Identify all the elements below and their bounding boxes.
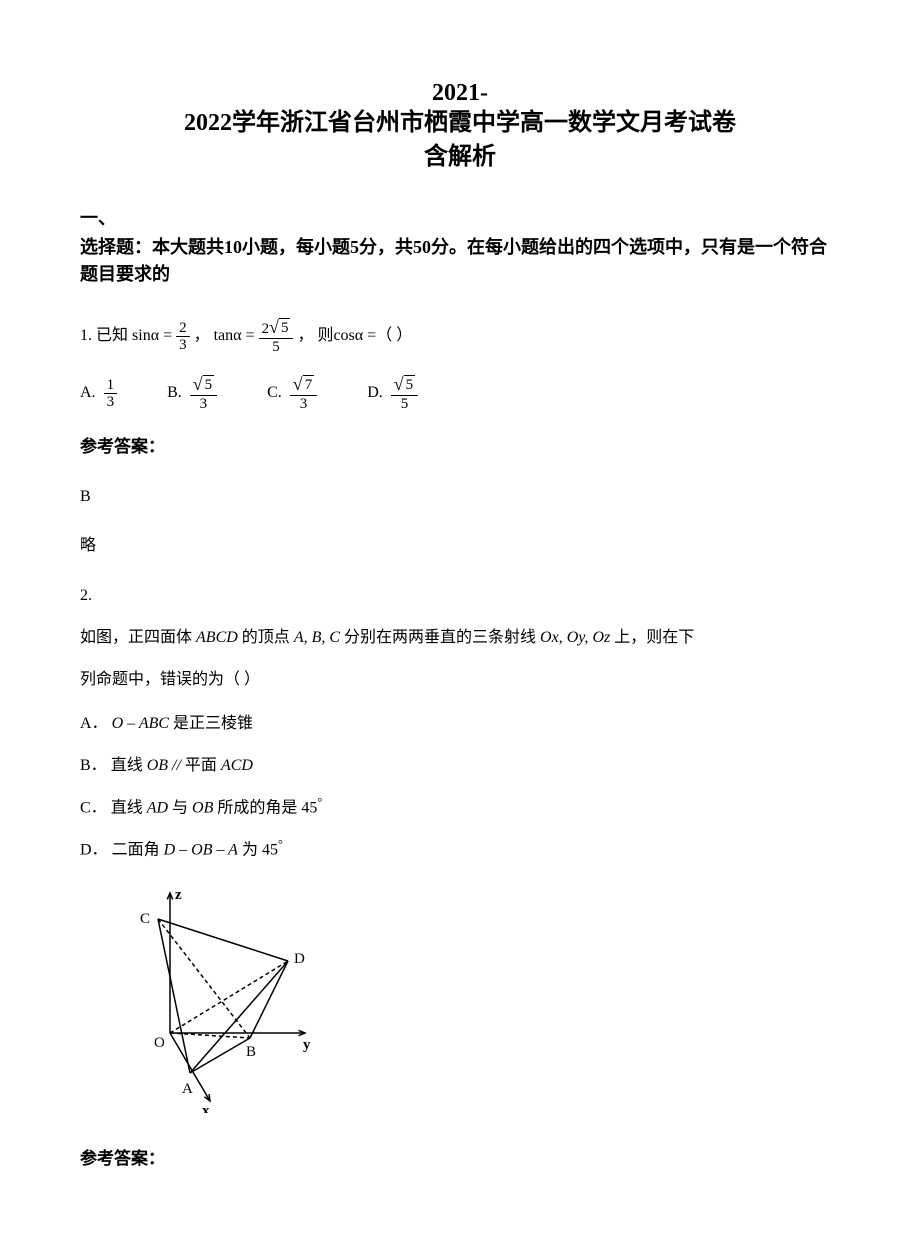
option-math2: OB bbox=[192, 799, 213, 816]
q1-answer-label: 参考答案： bbox=[80, 432, 840, 463]
radicand: 5 bbox=[279, 318, 291, 337]
q1-prefix: 已知 bbox=[96, 322, 128, 351]
question-1: 1. 已知 sinα = 2 3 ， tanα = 2√5 5 ， 则cosα … bbox=[80, 318, 840, 560]
q1-option-b: B. √5 3 bbox=[167, 375, 217, 412]
svg-text:D: D bbox=[294, 951, 305, 967]
frac-den: 3 bbox=[297, 396, 311, 413]
option-angle: 45 bbox=[262, 842, 278, 859]
q1-tan-lhs: tanα = bbox=[214, 322, 255, 351]
section-desc: 选择题：本大题共10小题，每小题5分，共50分。在每小题给出的四个选项中，只有是… bbox=[80, 234, 840, 288]
q1-options: A. 1 3 B. √5 3 C. √7 3 D. √5 5 bbox=[80, 375, 840, 412]
option-math: O – ABC bbox=[112, 715, 169, 732]
title-year: 2021- bbox=[80, 80, 840, 107]
option-text: 所成的角是 bbox=[217, 799, 297, 816]
frac-num: √5 bbox=[190, 375, 217, 396]
svg-text:O: O bbox=[154, 1035, 165, 1051]
option-math: D – OB – A bbox=[164, 842, 238, 859]
svg-text:B: B bbox=[246, 1044, 256, 1060]
sqrt: √5 bbox=[269, 318, 290, 337]
text: 的顶点 bbox=[242, 629, 290, 646]
svg-text:x: x bbox=[202, 1103, 210, 1113]
q2-num: 2. bbox=[80, 580, 840, 612]
q1-tan-frac: 2√5 5 bbox=[259, 318, 294, 355]
frac-num: 1 bbox=[104, 377, 118, 395]
degree-symbol: ° bbox=[317, 795, 322, 809]
option-text: 为 bbox=[242, 842, 258, 859]
diagram-svg: z C D O By Ax bbox=[90, 883, 320, 1113]
svg-text:z: z bbox=[175, 887, 182, 903]
frac-num: √5 bbox=[391, 375, 418, 396]
option-text: 直线 bbox=[111, 757, 143, 774]
q2-option-c: C． 直线 AD 与 OB 所成的角是 45° bbox=[80, 789, 840, 826]
q1-answer-value: B bbox=[80, 483, 840, 512]
text: 分别在两两垂直的三条射线 bbox=[344, 629, 536, 646]
option-frac: √5 5 bbox=[391, 375, 418, 412]
frac-den: 3 bbox=[176, 337, 190, 354]
q2-option-b: B． 直线 OB // 平面 ACD bbox=[80, 748, 840, 783]
q2-stem-line2: 列命题中，错误的为（ ） bbox=[80, 664, 840, 696]
q1-sin-lhs: sinα = bbox=[132, 322, 172, 351]
option-math: OB // bbox=[147, 757, 185, 774]
svg-text:y: y bbox=[303, 1037, 311, 1053]
q1-answer-note: 略 bbox=[80, 532, 840, 561]
q1-mid: ， 则cosα =（ ） bbox=[297, 322, 412, 351]
section-label: 一、 bbox=[80, 204, 840, 230]
q1-option-c: C. √7 3 bbox=[267, 375, 317, 412]
option-label: C. bbox=[267, 379, 282, 408]
option-label: A． bbox=[80, 715, 108, 732]
q2-option-a: A． O – ABC 是正三棱锥 bbox=[80, 706, 840, 741]
option-frac: √7 3 bbox=[290, 375, 317, 412]
svg-text:C: C bbox=[140, 911, 150, 927]
frac-den: 3 bbox=[104, 394, 118, 411]
radicand: 5 bbox=[203, 375, 215, 394]
frac-den: 5 bbox=[269, 339, 283, 356]
q2-options: A． O – ABC 是正三棱锥 B． 直线 OB // 平面 ACD C． 直… bbox=[80, 706, 840, 867]
radicand: 5 bbox=[404, 375, 416, 394]
q2-option-d: D． 二面角 D – OB – A 为 45° bbox=[80, 831, 840, 868]
q1-option-a: A. 1 3 bbox=[80, 377, 117, 411]
option-text: 是正三棱锥 bbox=[173, 715, 253, 732]
q1-stem: 1. 已知 sinα = 2 3 ， tanα = 2√5 5 ， 则cosα … bbox=[80, 318, 840, 355]
option-math2: ACD bbox=[221, 757, 253, 774]
q1-sin-frac: 2 3 bbox=[176, 320, 190, 354]
degree-symbol: ° bbox=[278, 837, 283, 851]
option-text: 与 bbox=[172, 799, 188, 816]
option-text: 二面角 bbox=[112, 842, 160, 859]
option-label: B. bbox=[167, 379, 182, 408]
math-abcd: ABCD bbox=[196, 629, 238, 646]
frac-den: 5 bbox=[398, 396, 412, 413]
option-label: C． bbox=[80, 799, 107, 816]
text: 上，则在下 bbox=[614, 629, 694, 646]
text: 如图，正四面体 bbox=[80, 629, 192, 646]
title-line1: 2022学年浙江省台州市栖霞中学高一数学文月考试卷 bbox=[80, 107, 840, 141]
frac-num: 2 bbox=[176, 320, 190, 338]
q2-answer-label: 参考答案： bbox=[80, 1144, 840, 1175]
option-text: 平面 bbox=[185, 757, 217, 774]
title-line2: 含解析 bbox=[80, 141, 840, 175]
frac-num: 2√5 bbox=[259, 318, 294, 339]
coef: 2 bbox=[262, 321, 270, 337]
option-math: AD bbox=[147, 799, 168, 816]
option-frac: 1 3 bbox=[104, 377, 118, 411]
math-abc: A, B, C bbox=[294, 629, 340, 646]
option-label: B． bbox=[80, 757, 107, 774]
option-text: 直线 bbox=[111, 799, 143, 816]
question-2: 2. 如图，正四面体 ABCD 的顶点 A, B, C 分别在两两垂直的三条射线… bbox=[80, 580, 840, 1174]
option-angle: 45 bbox=[301, 799, 317, 816]
option-label: D. bbox=[367, 379, 383, 408]
q2-stem-line1: 如图，正四面体 ABCD 的顶点 A, B, C 分别在两两垂直的三条射线 Ox… bbox=[80, 622, 840, 654]
option-label: A. bbox=[80, 379, 96, 408]
option-label: D． bbox=[80, 842, 108, 859]
frac-num: √7 bbox=[290, 375, 317, 396]
tetrahedron-diagram: z C D O By Ax bbox=[90, 883, 840, 1124]
option-frac: √5 3 bbox=[190, 375, 217, 412]
math-oxyz: Ox, Oy, Oz bbox=[540, 629, 610, 646]
svg-text:A: A bbox=[182, 1081, 193, 1097]
frac-den: 3 bbox=[197, 396, 211, 413]
q1-num: 1. bbox=[80, 322, 92, 351]
radicand: 7 bbox=[303, 375, 315, 394]
q1-option-d: D. √5 5 bbox=[367, 375, 418, 412]
q1-comma: ， bbox=[194, 322, 210, 351]
